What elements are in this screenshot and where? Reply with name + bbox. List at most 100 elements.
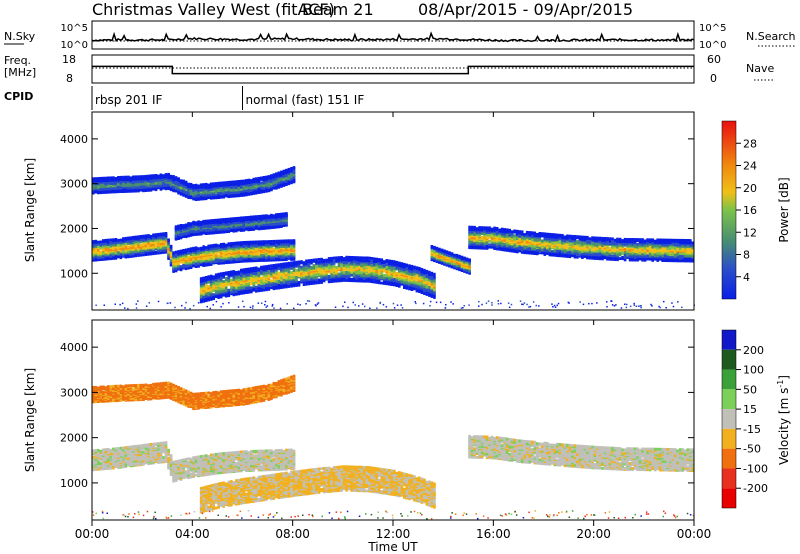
beam-label: Beam 21 — [302, 0, 374, 19]
power-cell — [224, 243, 228, 247]
power-cell — [332, 259, 336, 263]
power-cell — [164, 248, 168, 252]
power-cell — [415, 270, 419, 274]
power-cell — [177, 180, 180, 184]
power-cell — [199, 222, 203, 226]
power-cell — [317, 260, 321, 264]
power-cell — [383, 264, 386, 268]
power-cell — [435, 252, 439, 256]
power-cell — [227, 193, 231, 197]
power-cell — [154, 244, 158, 248]
power-cell — [242, 268, 246, 272]
power-cell — [219, 251, 223, 255]
power-cell — [159, 232, 163, 236]
power-cell — [97, 179, 100, 183]
power-cell — [219, 190, 223, 194]
power-cell — [398, 261, 401, 265]
power-cell — [255, 266, 258, 270]
power-cell — [433, 245, 436, 249]
power-cell — [275, 239, 278, 243]
power-cell — [202, 224, 205, 228]
power-cell — [340, 256, 343, 259]
power-cell — [179, 249, 183, 253]
power-cell — [240, 272, 243, 276]
power-cell — [192, 223, 195, 227]
plot-title: Christmas Valley West (fitACF) — [92, 0, 335, 19]
power-cell — [275, 284, 278, 287]
power-cell — [114, 188, 118, 192]
power-cell — [285, 271, 288, 275]
power-cell — [109, 248, 113, 252]
power-cell — [107, 183, 110, 187]
power-cell — [102, 251, 105, 255]
power-cell — [322, 276, 326, 280]
cpid-segment-label: normal (fast) 151 IF — [246, 93, 365, 107]
power-cell — [252, 189, 256, 193]
power-cell — [219, 218, 223, 222]
power-cell — [255, 240, 258, 244]
power-cell — [420, 267, 424, 271]
power-cell — [430, 282, 434, 286]
power-cell — [222, 284, 225, 287]
power-cell — [245, 227, 248, 230]
power-cell — [285, 275, 288, 279]
power-cell — [252, 215, 256, 219]
power-cell — [237, 241, 241, 245]
power-cell — [177, 227, 180, 231]
power-cell — [282, 169, 286, 173]
power-cell — [325, 258, 328, 262]
power-cell — [232, 241, 236, 245]
power-cell — [207, 244, 210, 248]
power-cell — [438, 247, 441, 251]
power-cell — [99, 256, 103, 259]
power-cell — [209, 263, 213, 266]
noise-left-tick-bottom: 10^0 — [61, 40, 88, 51]
power-cell — [247, 271, 251, 275]
power-cell — [247, 178, 251, 182]
power-cell — [287, 167, 291, 171]
power-cell — [355, 256, 358, 259]
power-cell — [177, 177, 180, 181]
power-cell — [217, 244, 220, 248]
power-cell — [174, 189, 178, 193]
power-cell — [455, 253, 459, 257]
freq-label-line2: [MHz] — [4, 66, 36, 79]
power-cell — [275, 219, 278, 223]
power-cell — [285, 273, 288, 276]
power-cell — [245, 270, 248, 274]
noise-left-label: N.Sky — [4, 30, 36, 43]
power-cell — [255, 215, 258, 218]
power-cell — [257, 271, 261, 275]
power-cell — [272, 264, 276, 267]
power-cell — [139, 185, 143, 189]
power-cell — [385, 263, 389, 267]
power-cell — [242, 191, 246, 195]
power-cell — [280, 239, 283, 243]
date-range: 08/Apr/2015 - 09/Apr/2015 — [418, 0, 633, 19]
power-cell — [255, 224, 258, 228]
power-cell — [347, 255, 351, 259]
power-cell — [327, 261, 331, 264]
power-cell — [267, 264, 271, 268]
power-cell — [375, 257, 378, 261]
power-cell — [172, 251, 175, 255]
power-cell — [240, 192, 243, 196]
power-cell — [312, 264, 316, 267]
power-cell — [388, 270, 391, 274]
power-cell — [224, 230, 228, 234]
power-cell — [255, 226, 258, 230]
power-cell — [127, 245, 130, 249]
power-cell — [292, 172, 296, 176]
power-cell — [97, 240, 100, 244]
power-cell — [197, 227, 200, 230]
power-cell — [174, 250, 178, 254]
power-cell — [350, 277, 353, 281]
power-cell — [204, 250, 208, 254]
power-cell — [217, 289, 220, 292]
freq-right-tick-bottom: 0 — [710, 72, 717, 85]
power-cell — [109, 189, 113, 192]
power-cell — [272, 178, 276, 182]
cpid-row: CPID rbsp 201 IF normal (fast) 151 IF — [4, 86, 364, 110]
power-cell — [209, 274, 213, 278]
power-cell — [342, 266, 346, 270]
